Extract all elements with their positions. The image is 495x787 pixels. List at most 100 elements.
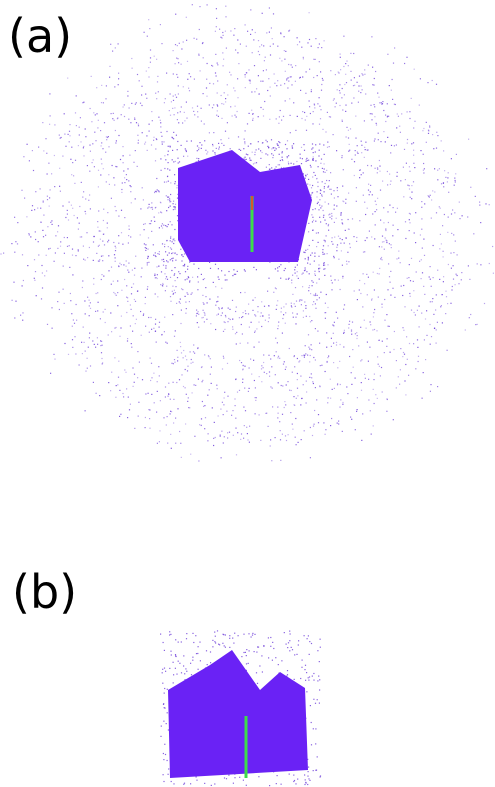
point [437, 322, 438, 323]
point [340, 289, 341, 290]
point [451, 233, 452, 234]
point [300, 90, 301, 91]
point [238, 635, 239, 636]
point [54, 261, 55, 262]
point [282, 318, 283, 319]
point [244, 139, 245, 140]
point [203, 93, 204, 94]
point [375, 224, 376, 225]
point [155, 324, 156, 325]
point [117, 280, 118, 281]
point [305, 175, 306, 176]
point [34, 209, 35, 210]
point [253, 113, 254, 114]
point [178, 661, 179, 662]
point [251, 110, 252, 111]
point [317, 191, 318, 192]
point [432, 80, 433, 81]
point [297, 313, 298, 314]
point [337, 423, 338, 424]
point [342, 404, 343, 405]
point [278, 382, 279, 383]
point [295, 81, 296, 82]
point [359, 76, 360, 77]
point [378, 97, 379, 98]
point [302, 398, 303, 399]
point [429, 276, 430, 277]
point [338, 280, 339, 281]
point [210, 323, 211, 324]
point [325, 434, 326, 435]
point [467, 216, 468, 217]
point [47, 196, 48, 197]
point [357, 153, 358, 154]
point [166, 286, 167, 287]
point [365, 240, 366, 241]
point [119, 416, 120, 417]
point [239, 360, 240, 361]
point [286, 148, 287, 149]
point [277, 143, 278, 144]
point [60, 138, 61, 139]
point [201, 108, 202, 109]
point [255, 297, 256, 298]
point [322, 249, 323, 250]
point [277, 300, 278, 301]
point [334, 209, 335, 210]
point [150, 62, 151, 63]
point [174, 362, 175, 363]
point [374, 374, 375, 375]
point [109, 66, 110, 67]
point [322, 80, 323, 81]
point [432, 134, 433, 135]
point [206, 79, 207, 80]
point [307, 263, 308, 264]
point [329, 217, 330, 218]
point [375, 71, 376, 72]
point [97, 227, 98, 228]
point [308, 778, 309, 779]
point [397, 208, 398, 209]
point [407, 139, 408, 140]
point [145, 326, 146, 327]
point [447, 350, 448, 351]
point [249, 388, 250, 389]
point [205, 296, 206, 297]
point [198, 160, 199, 161]
point [213, 104, 214, 105]
point [309, 377, 310, 378]
point [275, 338, 276, 339]
point [364, 157, 365, 158]
point [269, 376, 270, 377]
point [174, 336, 175, 337]
point [291, 282, 292, 283]
point [361, 141, 362, 142]
point [209, 389, 210, 390]
point [60, 246, 61, 247]
point [278, 164, 279, 165]
point [168, 394, 169, 395]
point [197, 150, 198, 151]
point [237, 392, 238, 393]
point [372, 113, 373, 114]
point [153, 373, 154, 374]
point [206, 650, 207, 651]
point [14, 252, 15, 253]
point [342, 119, 343, 120]
point [259, 54, 260, 55]
point [379, 171, 380, 172]
point [409, 293, 410, 294]
point [89, 145, 90, 146]
point [321, 159, 322, 160]
point [154, 402, 155, 403]
point [189, 281, 190, 282]
point [38, 241, 39, 242]
point [156, 138, 157, 139]
point [291, 84, 292, 85]
point [181, 672, 182, 673]
point [233, 87, 234, 88]
point [308, 259, 309, 260]
point [153, 328, 154, 329]
point [345, 111, 346, 112]
point [303, 384, 304, 385]
